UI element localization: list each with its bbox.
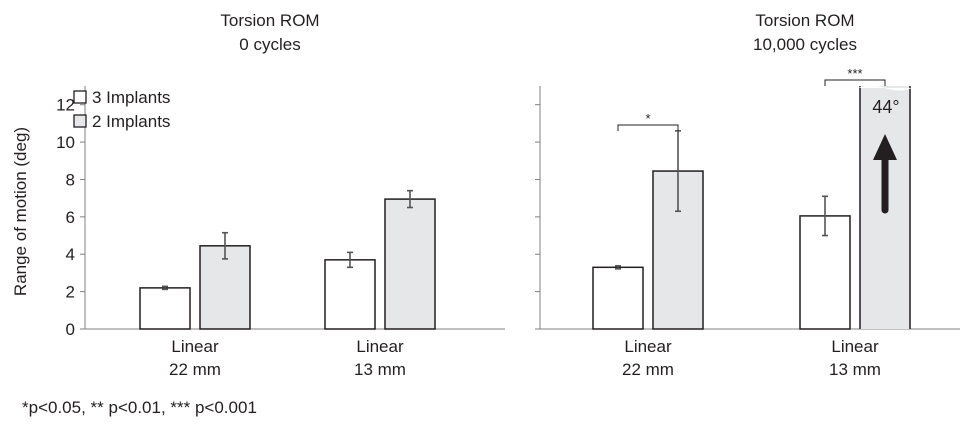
chart-title-line-0: Torsion ROM (220, 11, 319, 30)
chart-panel-0: Torsion ROM 0 cycles 0 2 4 6 8 10 12 Range of mot… (11, 11, 505, 379)
arrow-head (873, 134, 897, 160)
significance-label: * (645, 111, 650, 126)
bar (139, 287, 191, 330)
legend-swatch (73, 90, 87, 104)
legend-entry: 2 Implants (92, 112, 170, 131)
y-tick-label: 0 (66, 320, 75, 339)
legend-entry: 3 Implants (92, 88, 170, 107)
y-tick-label: 2 (66, 283, 75, 302)
significance-bracket (617, 124, 679, 131)
category-label: Linear (356, 337, 404, 356)
y-tick-label: 10 (56, 133, 75, 152)
chart-title-line-0: Torsion ROM (755, 11, 854, 30)
y-tick-label: 12 (56, 96, 75, 115)
bar (384, 198, 436, 330)
y-axis-label: Range of motion (deg) (11, 127, 30, 296)
category-label: 22 mm (622, 360, 674, 379)
significance-bracket (824, 79, 886, 86)
bar (799, 215, 851, 330)
off-scale-value-label: 44° (872, 97, 899, 117)
y-tick-label: 6 (66, 208, 75, 227)
category-label: 13 mm (829, 360, 881, 379)
significance-footnote: *p<0.05, ** p<0.01, *** p<0.001 (22, 398, 257, 417)
category-label: Linear (831, 337, 879, 356)
significance-label: *** (847, 66, 862, 81)
category-label: Linear (624, 337, 672, 356)
chart-title-line-1: 10,000 cycles (753, 35, 857, 54)
category-label: 22 mm (169, 360, 221, 379)
bar (592, 266, 644, 330)
category-label: 13 mm (354, 360, 406, 379)
category-label: Linear (171, 337, 219, 356)
y-tick-label: 8 (66, 170, 75, 189)
axis-break (858, 85, 912, 91)
y-tick-label: 4 (66, 245, 75, 264)
legend-swatch (73, 114, 87, 128)
chart-title-line-1: 0 cycles (239, 35, 300, 54)
chart-panel-1: Torsion ROM 10,000 cycles Linear 22 mm Linea… (535, 11, 960, 379)
bar (324, 259, 376, 330)
